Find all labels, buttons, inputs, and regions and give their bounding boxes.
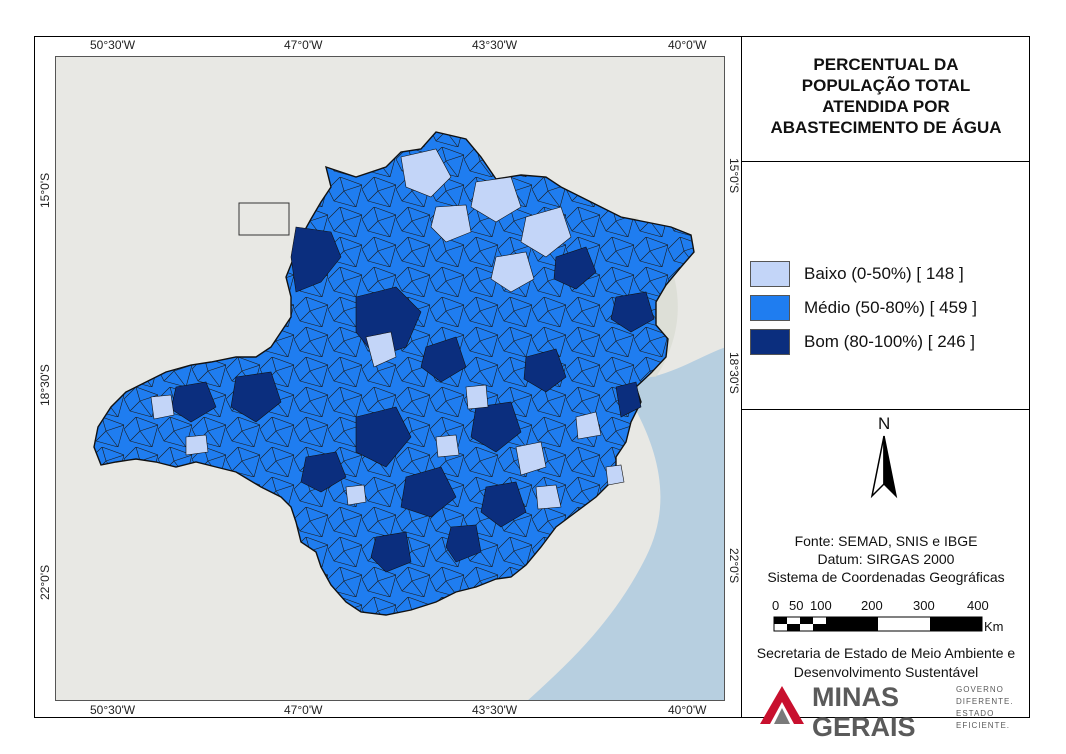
credit-datum: Datum: SIRGAS 2000 [817,551,955,567]
ocean [528,347,724,700]
title-line: ATENDIDA POR [822,97,950,116]
logo-text: MINAS [812,682,899,712]
legend-label: Bom (80-100%) [ 246 ] [804,332,976,351]
top-tick: 43°30'W [472,38,518,52]
federal-district-outline [238,202,290,236]
bottom-tick: 40°0'W [668,703,707,717]
agency-name: Secretaria de Estado de Meio Ambiente e … [742,644,1030,682]
map-frame [34,36,742,718]
top-tick: 40°0'W [668,38,707,52]
scale-tick: 50 [789,598,803,613]
legend-item-medium: Médio (50-80%) [ 459 ] [750,294,977,322]
scale-tick: 300 [913,598,935,613]
scale-tick: 200 [861,598,883,613]
logo-tag: ESTADO [956,709,994,718]
scale-tick: 100 [810,598,832,613]
north-arrow-icon [870,435,898,499]
legend-item-low: Baixo (0-50%) [ 148 ] [750,260,964,288]
title-line: PERCENTUAL DA [813,55,959,74]
low-coverage-zones [150,148,625,510]
legend-label: Médio (50-80%) [ 459 ] [804,298,977,317]
good-coverage-zones [170,226,655,573]
title-box: PERCENTUAL DA POPULAÇÃO TOTAL ATENDIDA P… [742,36,1030,162]
title-line: POPULAÇÃO TOTAL [801,76,971,95]
logo-tag: GOVERNO [956,685,1004,694]
scale-tick: 0 [772,598,779,613]
legend-swatch-medium [750,295,790,321]
info-box: N Fonte: SEMAD, SNIS e IBGE Datum: SIRGA… [742,410,1030,740]
legend-swatch-low [750,261,790,287]
minas-gerais-logo: MINAS GERAIS GOVERNO DIFERENTE. ESTADO E… [760,682,1014,740]
bottom-tick: 43°30'W [472,703,518,717]
agency-line: Secretaria de Estado de Meio Ambiente e [756,645,1016,661]
map-canvas[interactable] [55,56,725,701]
bottom-tick: 50°30'W [90,703,136,717]
legend-panel: PERCENTUAL DA POPULAÇÃO TOTAL ATENDIDA P… [742,36,1030,740]
scale-bar: 0 50 100 200 300 400 Km [772,598,1004,634]
legend-item-good: Bom (80-100%) [ 246 ] [750,328,975,356]
left-tick: 18°30'S [38,364,52,406]
logo-text: GERAIS [812,712,916,740]
north-label: N [878,414,891,433]
choropleth-map [56,57,724,700]
agency-line: Desenvolvimento Sustentável [793,664,979,680]
legend-label: Baixo (0-50%) [ 148 ] [804,264,964,283]
logo-tag: DIFERENTE. [956,697,1014,706]
credit-source: Fonte: SEMAD, SNIS e IBGE [794,533,978,549]
title-line: ABASTECIMENTO DE ÁGUA [770,118,1002,137]
top-tick: 50°30'W [90,38,136,52]
right-tick: 22°0'S [727,548,741,584]
legend-swatch-good [750,329,790,355]
map-title: PERCENTUAL DA POPULAÇÃO TOTAL ATENDIDA P… [756,54,1016,138]
right-tick: 18°30'S [727,352,741,394]
bottom-tick: 47°0'W [284,703,323,717]
left-tick: 22°0'S [38,564,52,600]
scale-tick: 400 [967,598,989,613]
left-tick: 15°0'S [38,172,52,208]
credit-system: Sistema de Coordenadas Geográficas [767,569,1005,585]
scale-unit: Km [984,619,1004,634]
legend: Baixo (0-50%) [ 148 ] Médio (50-80%) [ 4… [742,162,1030,410]
logo-tag: EFICIENTE. [956,721,1010,730]
right-tick: 15°0'S [727,158,741,194]
top-tick: 47°0'W [284,38,323,52]
